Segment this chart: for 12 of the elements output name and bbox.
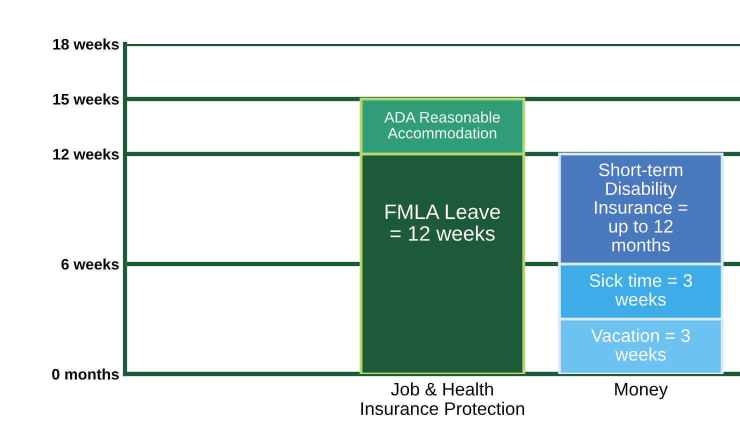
series-label: Short-term Disability Insurance = up to 12 months [595,162,688,252]
y-tick-label: 0 months [52,368,119,380]
series-label: Sick time = 3 weeks [590,274,692,306]
x-tick-label: Job & Health Insurance Protection [361,382,524,416]
y-tick-label: 12 weeks [53,148,119,160]
x-tick-label: Money [615,382,668,400]
y-tick-label: 15 weeks [53,93,119,105]
series-label: Vacation = 3 weeks [591,328,690,361]
series-label: ADA Reasonable Accommodation [384,111,500,139]
y-tick-label: 18 weeks [53,38,119,50]
y-tick-label: 6 weeks [61,258,119,270]
series-label: FMLA Leave = 12 weeks [386,204,500,241]
